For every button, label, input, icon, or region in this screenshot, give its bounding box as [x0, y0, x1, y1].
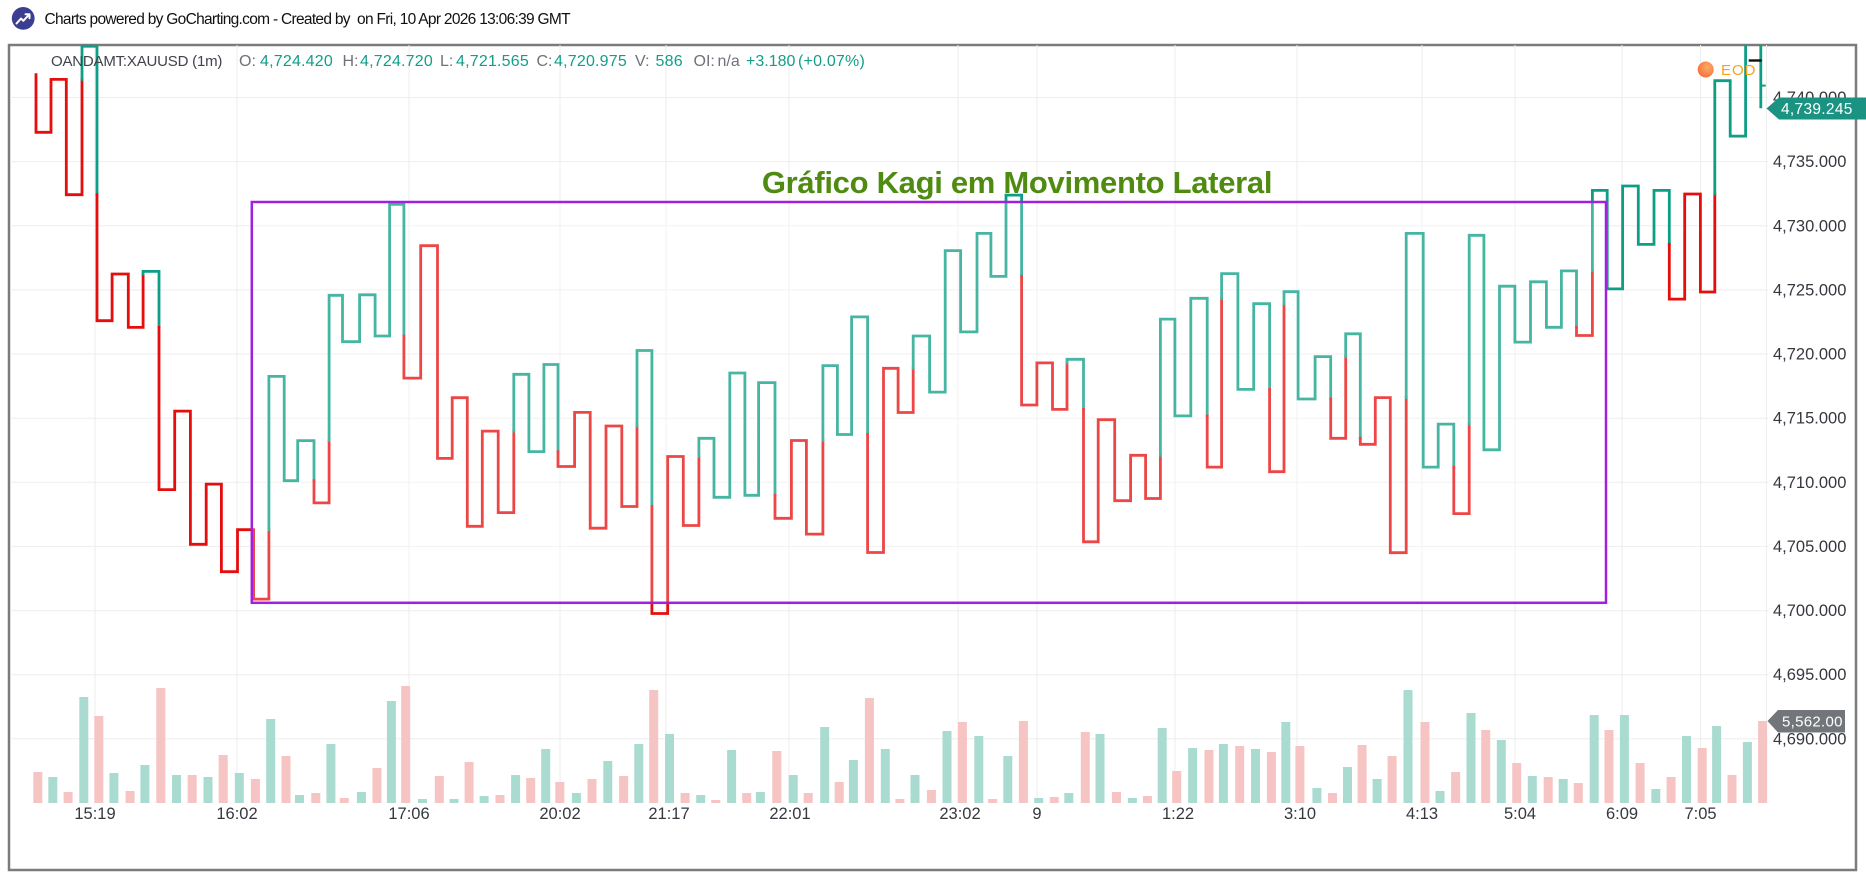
svg-text:4,725.000: 4,725.000: [1773, 281, 1846, 299]
svg-text:4,724.720: 4,724.720: [360, 53, 433, 70]
svg-text:Charts powered by GoCharting.c: Charts powered by GoCharting.com - Creat…: [45, 11, 572, 28]
svg-text:4,724.420: 4,724.420: [260, 53, 333, 70]
svg-text:4,695.000: 4,695.000: [1773, 666, 1846, 684]
svg-text:3:10: 3:10: [1284, 805, 1316, 823]
svg-text:15:19: 15:19: [74, 805, 115, 823]
svg-text:EOD: EOD: [1721, 62, 1757, 79]
svg-text:4,690.000: 4,690.000: [1773, 730, 1846, 748]
svg-text:+3.180: +3.180: [746, 53, 795, 70]
svg-text:L:: L:: [440, 53, 453, 70]
svg-text:23:02: 23:02: [939, 805, 980, 823]
svg-text:4,715.000: 4,715.000: [1773, 410, 1846, 428]
svg-text:5,562.00: 5,562.00: [1782, 714, 1843, 731]
svg-text:(+0.07%): (+0.07%): [798, 53, 865, 70]
svg-text:V:: V:: [635, 53, 650, 70]
svg-text:6:09: 6:09: [1606, 805, 1638, 823]
svg-text:21:17: 21:17: [648, 805, 689, 823]
svg-text:17:06: 17:06: [388, 805, 429, 823]
svg-text:1:22: 1:22: [1162, 805, 1194, 823]
svg-text:4,705.000: 4,705.000: [1773, 538, 1846, 556]
svg-text:4,710.000: 4,710.000: [1773, 474, 1846, 492]
svg-text:Gráfico Kagi em Movimento Late: Gráfico Kagi em Movimento Lateral: [762, 165, 1272, 200]
svg-text:4,700.000: 4,700.000: [1773, 602, 1846, 620]
svg-text:4:13: 4:13: [1406, 805, 1438, 823]
svg-text:C:: C:: [537, 53, 553, 70]
svg-text:22:01: 22:01: [769, 805, 810, 823]
svg-text:4,739.245: 4,739.245: [1781, 101, 1853, 118]
svg-text:5:04: 5:04: [1504, 805, 1536, 823]
svg-text:4,721.565: 4,721.565: [456, 53, 529, 70]
svg-text:20:02: 20:02: [539, 805, 580, 823]
svg-text:4,730.000: 4,730.000: [1773, 217, 1846, 235]
svg-text:4,720.975: 4,720.975: [554, 53, 627, 70]
svg-text:n/a: n/a: [718, 53, 740, 70]
svg-text:O:: O:: [239, 53, 256, 70]
svg-text:OANDAMT:XAUUSD (1m): OANDAMT:XAUUSD (1m): [51, 53, 222, 70]
svg-text:4,735.000: 4,735.000: [1773, 153, 1846, 171]
svg-text:586: 586: [656, 53, 683, 70]
svg-text:16:02: 16:02: [216, 805, 257, 823]
svg-text:9: 9: [1032, 805, 1041, 823]
svg-text:H:: H:: [343, 53, 359, 70]
svg-text:7:05: 7:05: [1684, 805, 1716, 823]
svg-text:4,720.000: 4,720.000: [1773, 346, 1846, 364]
svg-text:OI:: OI:: [694, 53, 715, 70]
